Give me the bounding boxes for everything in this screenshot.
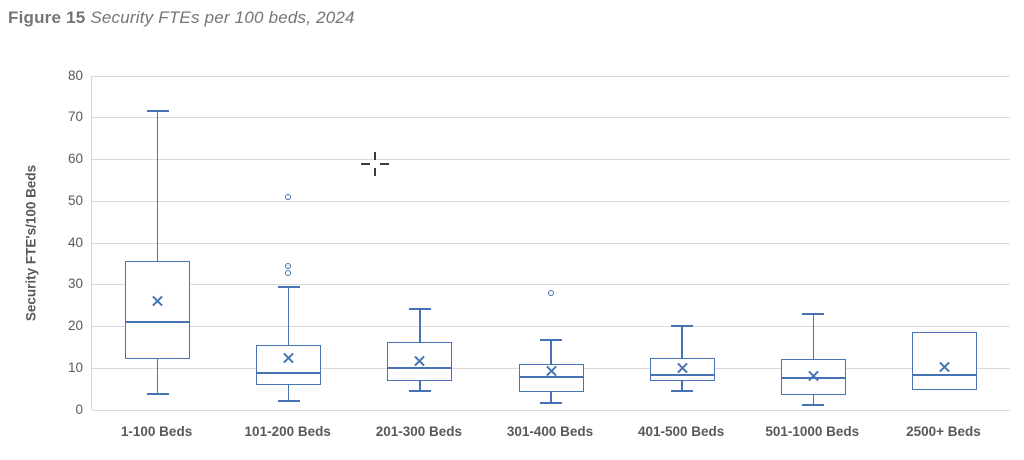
- mean-x-marker: [807, 369, 820, 382]
- upper-whisker-line: [550, 339, 552, 365]
- upper-whisker-line: [681, 325, 683, 359]
- figure-title: Figure 15 Security FTEs per 100 beds, 20…: [8, 8, 355, 28]
- mean-x-marker: [151, 295, 164, 308]
- lower-whisker-cap: [408, 389, 431, 392]
- mean-x-marker: [676, 362, 689, 375]
- figure-title-text: Security FTEs per 100 beds, 2024: [90, 8, 355, 27]
- median-line: [518, 376, 584, 379]
- cursor-dash: [361, 163, 370, 165]
- lower-whisker-line: [812, 394, 815, 405]
- y-tick-label: 10: [67, 359, 83, 375]
- upper-whisker-cap: [408, 307, 431, 310]
- upper-whisker-cap: [146, 110, 169, 113]
- median-line: [256, 372, 322, 375]
- mean-x-marker: [938, 360, 951, 373]
- gridline: [92, 284, 1010, 286]
- iqr-box: [125, 260, 191, 360]
- lower-whisker-cap: [540, 401, 562, 404]
- gridline: [92, 75, 1010, 77]
- outlier-point: [285, 270, 292, 277]
- gridline: [92, 326, 1010, 327]
- gridline: [92, 200, 1010, 202]
- upper-whisker-cap: [671, 324, 694, 327]
- upper-whisker-line: [812, 314, 815, 360]
- lower-whisker-line: [681, 380, 683, 391]
- plot-area: [91, 75, 1010, 411]
- x-category-label: 301-400 Beds: [506, 424, 594, 439]
- x-category-label: 2500+ Beds: [906, 424, 981, 439]
- gridline: [92, 409, 1010, 411]
- lower-whisker-cap: [802, 403, 825, 406]
- y-tick-label: 0: [75, 401, 83, 417]
- y-axis-title: Security FTE's/100 Beds: [23, 164, 39, 322]
- x-category-label: 501-1000 Beds: [765, 424, 860, 439]
- median-line: [649, 373, 715, 376]
- x-category-label: 1-100 Beds: [120, 424, 193, 439]
- x-category-label: 401-500 Beds: [637, 424, 725, 439]
- median-line: [911, 373, 977, 376]
- gridline: [92, 242, 1010, 244]
- upper-whisker-cap: [802, 313, 825, 316]
- y-tick-label: 50: [67, 192, 83, 208]
- mean-x-marker: [545, 365, 558, 378]
- upper-whisker-line: [287, 286, 290, 345]
- median-line: [387, 367, 453, 370]
- lower-whisker-cap: [277, 399, 300, 402]
- upper-whisker-cap: [277, 285, 300, 288]
- mean-x-marker: [413, 354, 426, 367]
- cursor-dash: [380, 163, 389, 165]
- outlier-point: [285, 263, 292, 270]
- lower-whisker-line: [419, 380, 421, 391]
- median-line: [125, 321, 191, 324]
- outlier-point: [285, 193, 292, 200]
- gridline: [92, 117, 1010, 119]
- outlier-point: [547, 289, 554, 296]
- lower-whisker-cap: [671, 389, 694, 392]
- upper-whisker-line: [419, 308, 421, 342]
- figure-label: Figure 15: [8, 8, 86, 27]
- iqr-box: [256, 344, 322, 385]
- upper-whisker-line: [156, 111, 159, 261]
- y-tick-label: 60: [67, 151, 83, 166]
- y-tick-label: 70: [67, 109, 83, 125]
- y-tick-label: 40: [67, 234, 83, 250]
- iqr-box: [911, 332, 977, 390]
- x-category-label: 101-200 Beds: [244, 424, 331, 439]
- y-tick-label: 20: [67, 318, 83, 333]
- cursor-dash: [374, 152, 376, 160]
- mean-x-marker: [282, 351, 295, 364]
- x-category-label: 201-300 Beds: [375, 424, 462, 439]
- gridline: [92, 159, 1010, 160]
- lower-whisker-line: [287, 384, 290, 401]
- lower-whisker-cap: [146, 393, 169, 396]
- lower-whisker-line: [550, 392, 552, 403]
- cursor-dash: [374, 168, 376, 176]
- lower-whisker-line: [156, 359, 159, 395]
- y-tick-label: 80: [67, 67, 83, 83]
- y-tick-label: 30: [67, 276, 83, 292]
- upper-whisker-cap: [540, 338, 562, 341]
